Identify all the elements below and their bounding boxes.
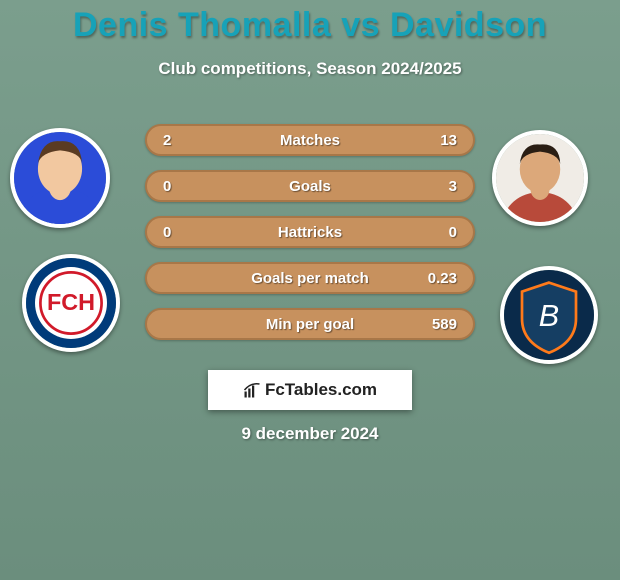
stat-right-value: 589	[417, 316, 457, 333]
stat-label: Hattricks	[203, 224, 417, 241]
chart-icon	[243, 381, 261, 399]
stat-left-value: 0	[163, 178, 203, 195]
stats-container: 2Matches130Goals30Hattricks0Goals per ma…	[145, 124, 475, 340]
stat-row: 2Matches13	[145, 124, 475, 156]
stat-label: Min per goal	[203, 316, 417, 333]
stat-right-value: 0	[417, 224, 457, 241]
date-label: 9 december 2024	[0, 424, 620, 444]
stat-row: 0Goals3	[145, 170, 475, 202]
stat-row: Goals per match0.23	[145, 262, 475, 294]
club-left-crest: FCH	[22, 254, 120, 352]
stat-label: Goals	[203, 178, 417, 195]
club-crest-icon: B	[504, 270, 594, 360]
watermark-badge: FcTables.com	[208, 370, 412, 410]
club-crest-icon: FCH	[26, 258, 116, 348]
watermark-text: FcTables.com	[265, 380, 377, 400]
person-icon	[496, 134, 584, 222]
stat-label: Matches	[203, 132, 417, 149]
stat-right-value: 0.23	[417, 270, 457, 287]
stat-left-value: 2	[163, 132, 203, 149]
stat-right-value: 13	[417, 132, 457, 149]
svg-text:FCH: FCH	[47, 289, 95, 315]
stat-left-value: 0	[163, 224, 203, 241]
stat-row: 0Hattricks0	[145, 216, 475, 248]
subtitle: Club competitions, Season 2024/2025	[0, 59, 620, 79]
stat-row: Min per goal589	[145, 308, 475, 340]
stat-label: Goals per match	[203, 270, 417, 287]
comparison-card: Denis Thomalla vs Davidson Club competit…	[0, 0, 620, 580]
stat-right-value: 3	[417, 178, 457, 195]
person-icon	[14, 132, 106, 224]
player-left-avatar	[10, 128, 110, 228]
page-title: Denis Thomalla vs Davidson	[0, 6, 620, 45]
player-right-avatar	[492, 130, 588, 226]
svg-text:B: B	[539, 299, 559, 333]
watermark-content: FcTables.com	[243, 380, 377, 400]
club-right-crest: B	[500, 266, 598, 364]
